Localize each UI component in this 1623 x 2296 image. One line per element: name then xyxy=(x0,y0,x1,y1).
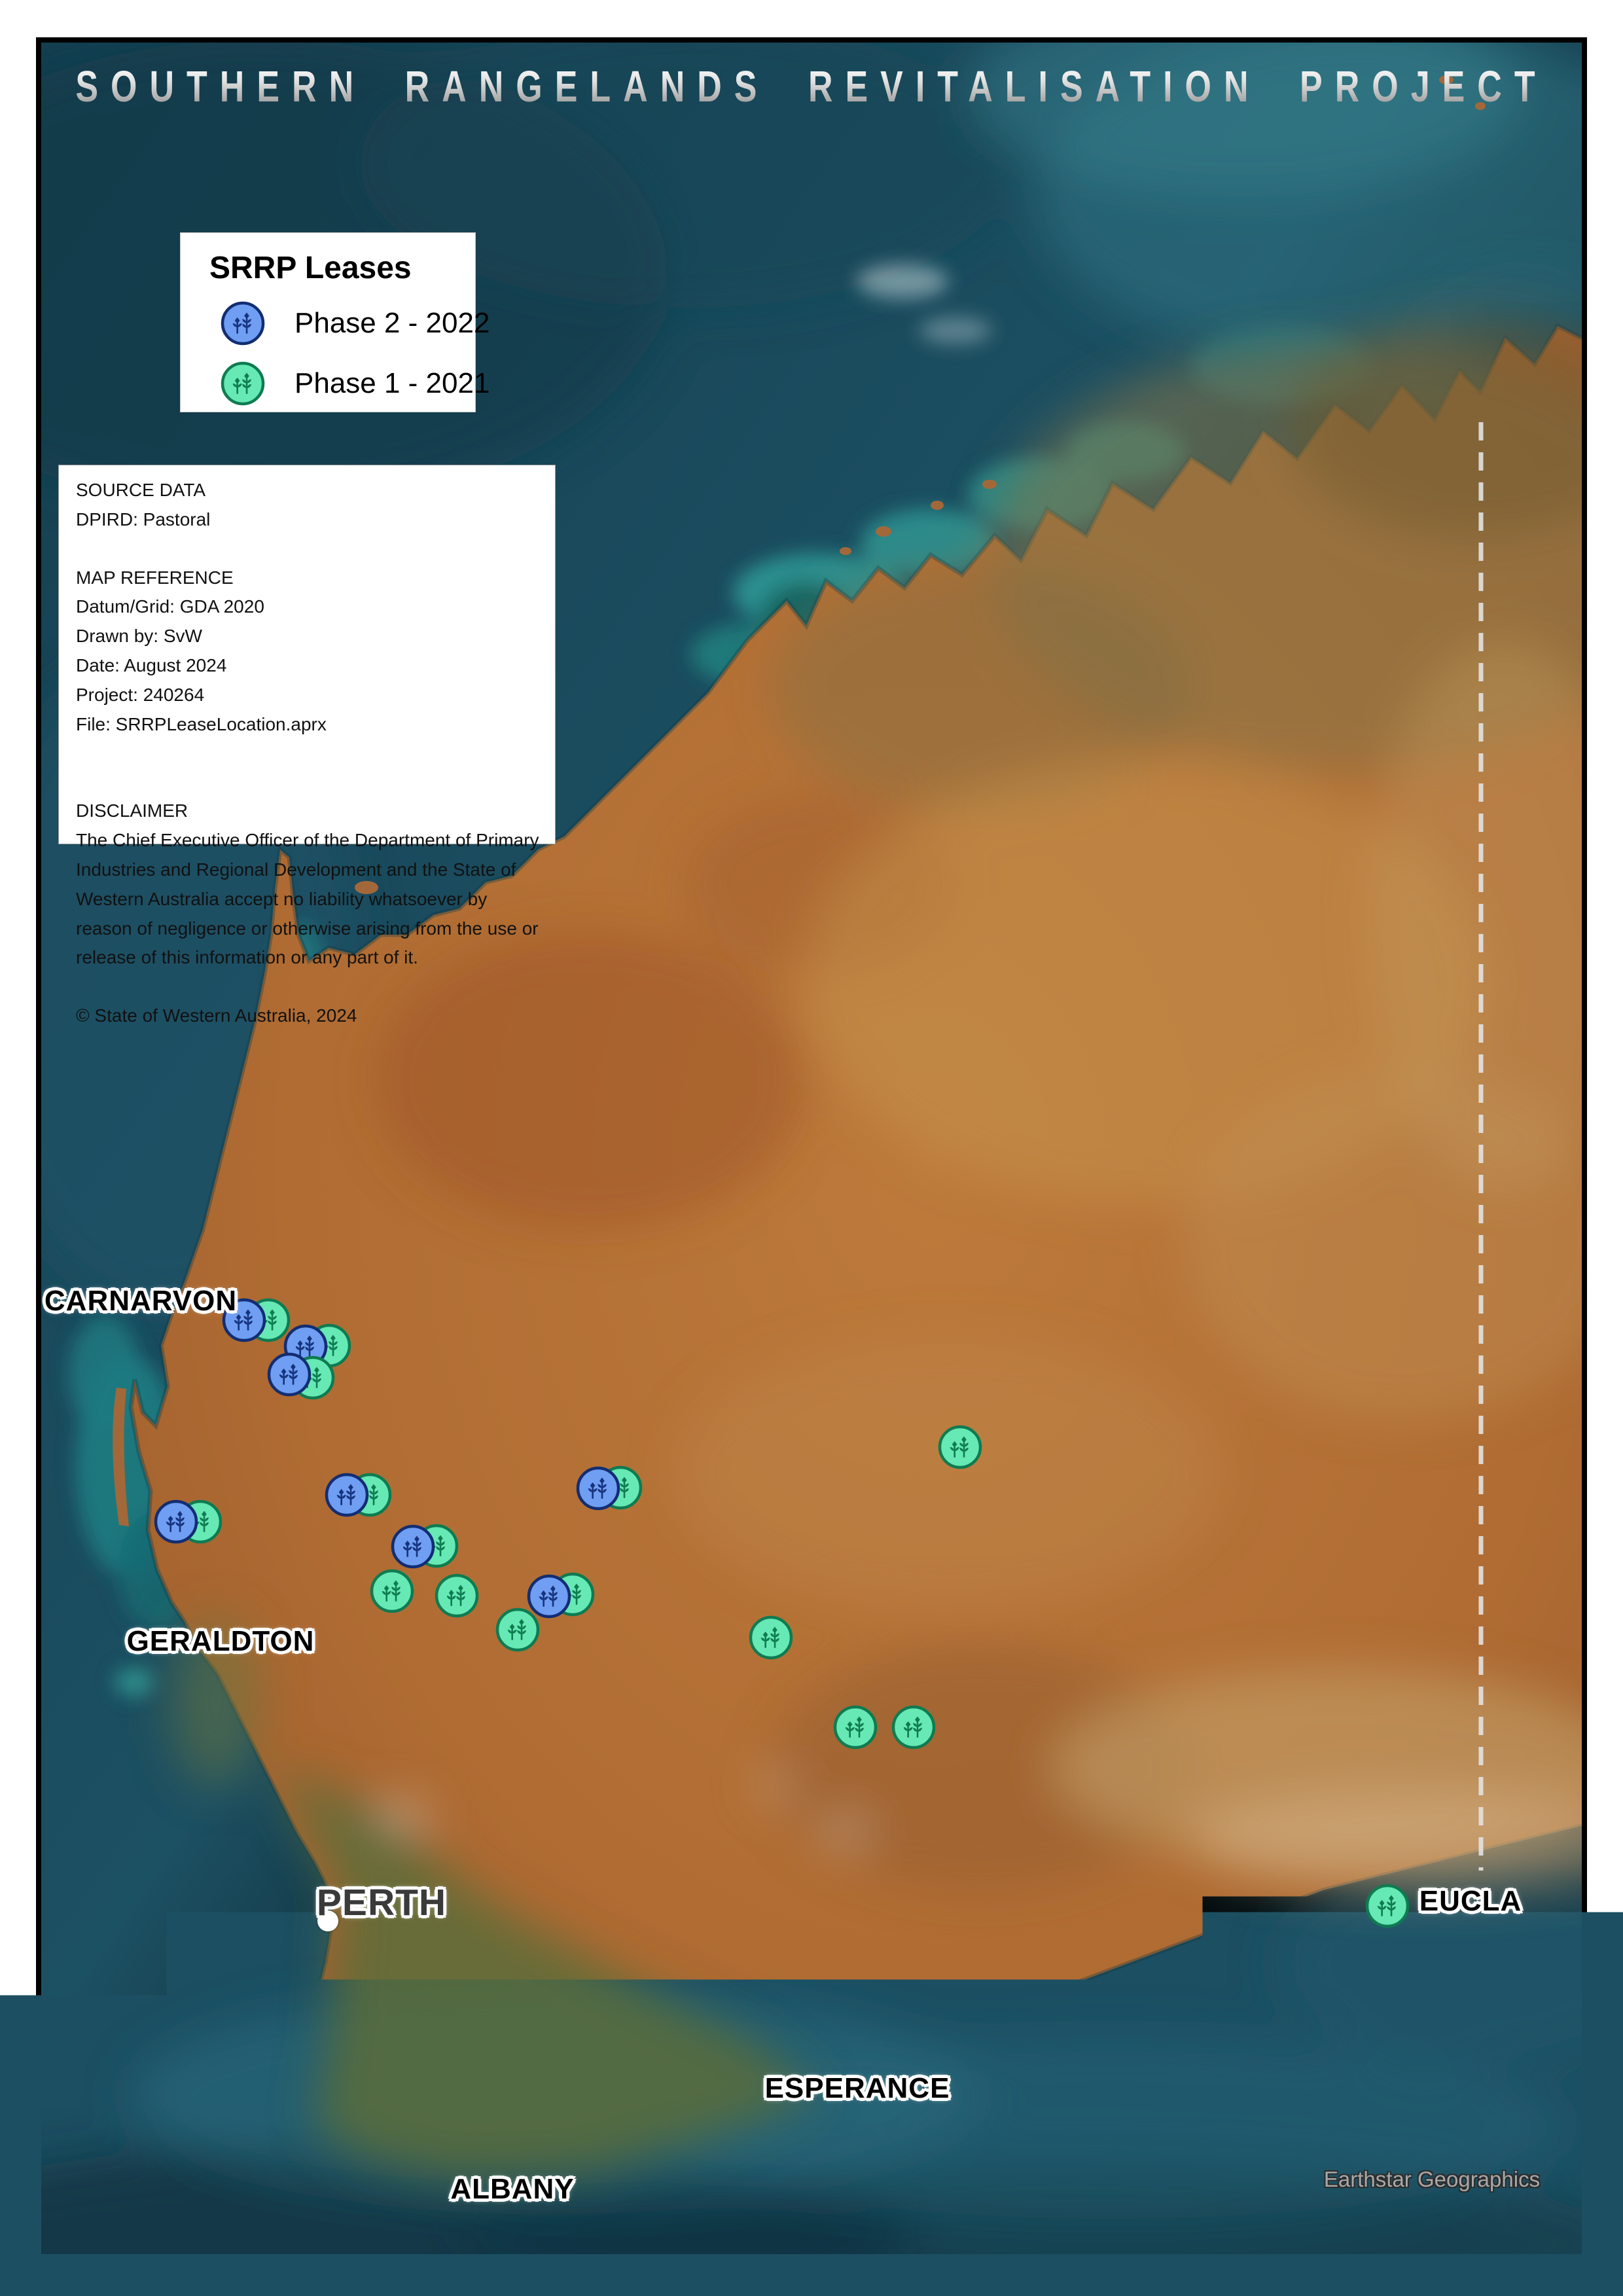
legend-title: SRRP Leases xyxy=(209,250,475,286)
phase1-marker-icon xyxy=(220,361,266,406)
lease-marker-phase1 xyxy=(893,1707,934,1748)
map-reference-heading: MAP REFERENCE xyxy=(76,564,542,593)
source-data-line: DPIRD: Pastoral xyxy=(76,505,542,535)
legend-item-label: Phase 2 - 2022 xyxy=(294,307,490,340)
lease-marker-phase1 xyxy=(835,1707,876,1748)
lease-marker-phase2 xyxy=(156,1501,196,1542)
source-data-heading: SOURCE DATA xyxy=(76,476,542,505)
basemap-attribution: Earthstar Geographics xyxy=(1324,2167,1540,2192)
lease-marker-phase2 xyxy=(327,1475,367,1515)
legend-item-phase2: Phase 2 - 2022 xyxy=(220,300,475,346)
lease-marker-phase2 xyxy=(578,1468,618,1509)
city-label-esperance: ESPERANCE xyxy=(765,2072,950,2105)
lease-marker-phase1 xyxy=(372,1571,412,1611)
lease-marker-phase2 xyxy=(529,1576,569,1617)
city-label-carnarvon: CARNARVON xyxy=(45,1285,237,1318)
lease-marker-phase1 xyxy=(437,1575,477,1616)
map-reference-line: Date: August 2024 xyxy=(76,651,542,681)
legend-item-label: Phase 1 - 2021 xyxy=(294,367,490,400)
city-label-perth: PERTH xyxy=(317,1881,446,1924)
phase2-marker-icon xyxy=(220,300,266,346)
lease-marker-phase2 xyxy=(393,1526,433,1567)
city-label-eucla: EUCLA xyxy=(1419,1885,1522,1918)
map-reference-line: Drawn by: SvW xyxy=(76,622,542,651)
map-main-title: SOUTHERN RANGELANDS REVITALISATION PROJE… xyxy=(41,63,1582,113)
map-reference-line: Datum/Grid: GDA 2020 xyxy=(76,592,542,622)
map-reference-line: File: SRRPLeaseLocation.aprx xyxy=(76,710,542,740)
city-label-albany: ALBANY xyxy=(450,2173,574,2206)
legend-panel: SRRP Leases Phase 2 - 2022 Phase 1 - 202… xyxy=(180,232,476,412)
map-reference-line: Project: 240264 xyxy=(76,681,542,710)
legend-item-phase1: Phase 1 - 2021 xyxy=(220,361,475,406)
disclaimer-heading: DISCLAIMER xyxy=(76,797,542,826)
disclaimer-text: The Chief Executive Officer of the Depar… xyxy=(76,826,542,973)
copyright-line: © State of Western Australia, 2024 xyxy=(76,1001,542,1031)
city-label-geraldton: GERALDTON xyxy=(127,1625,315,1658)
lease-marker-phase1 xyxy=(1367,1886,1408,1926)
map-info-box: SOURCE DATA DPIRD: Pastoral MAP REFERENC… xyxy=(58,465,556,844)
lease-marker-phase2 xyxy=(269,1354,310,1395)
lease-marker-phase1 xyxy=(751,1617,791,1658)
lease-marker-phase1 xyxy=(940,1427,980,1467)
lease-marker-phase1 xyxy=(497,1609,538,1650)
